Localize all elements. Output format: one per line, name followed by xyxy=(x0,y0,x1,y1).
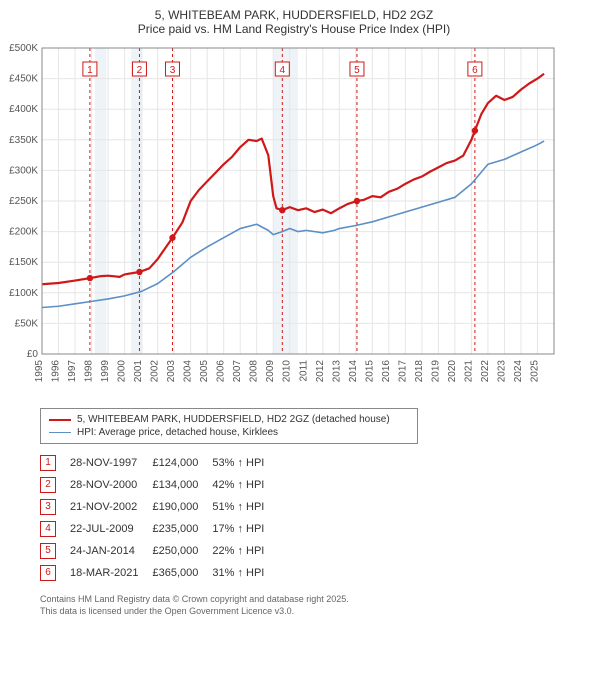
svg-text:2007: 2007 xyxy=(232,360,243,383)
sale-delta: 51% ↑ HPI xyxy=(212,496,278,518)
sale-marker: 2 xyxy=(40,474,70,496)
svg-text:2012: 2012 xyxy=(315,360,326,383)
sale-date: 28-NOV-2000 xyxy=(70,474,152,496)
sale-delta: 31% ↑ HPI xyxy=(212,562,278,584)
legend-item: HPI: Average price, detached house, Kirk… xyxy=(49,426,409,439)
sale-delta: 22% ↑ HPI xyxy=(212,540,278,562)
svg-text:£250K: £250K xyxy=(9,196,38,207)
sale-delta: 17% ↑ HPI xyxy=(212,518,278,540)
svg-text:2009: 2009 xyxy=(265,360,276,383)
sale-date: 22-JUL-2009 xyxy=(70,518,152,540)
svg-text:2014: 2014 xyxy=(348,360,359,383)
svg-text:£100K: £100K xyxy=(9,288,38,299)
sale-price: £235,000 xyxy=(152,518,212,540)
legend-label: HPI: Average price, detached house, Kirk… xyxy=(77,427,278,438)
legend-item: 5, WHITEBEAM PARK, HUDDERSFIELD, HD2 2GZ… xyxy=(49,413,409,426)
title-line2: Price paid vs. HM Land Registry's House … xyxy=(0,22,588,36)
table-row: 422-JUL-2009£235,00017% ↑ HPI xyxy=(40,518,278,540)
svg-text:6: 6 xyxy=(472,65,478,76)
svg-text:2004: 2004 xyxy=(183,360,194,383)
svg-text:2003: 2003 xyxy=(166,360,177,383)
svg-text:2013: 2013 xyxy=(331,360,342,383)
svg-text:1999: 1999 xyxy=(100,360,111,383)
svg-text:2019: 2019 xyxy=(430,360,441,383)
svg-text:2016: 2016 xyxy=(381,360,392,383)
svg-text:£350K: £350K xyxy=(9,135,38,146)
svg-text:5: 5 xyxy=(354,65,360,76)
svg-text:£500K: £500K xyxy=(9,43,38,54)
legend: 5, WHITEBEAM PARK, HUDDERSFIELD, HD2 2GZ… xyxy=(40,408,418,444)
svg-text:2021: 2021 xyxy=(463,360,474,383)
title-line1: 5, WHITEBEAM PARK, HUDDERSFIELD, HD2 2GZ xyxy=(0,8,588,22)
chart-title: 5, WHITEBEAM PARK, HUDDERSFIELD, HD2 2GZ… xyxy=(0,8,588,36)
svg-text:1996: 1996 xyxy=(51,360,62,383)
sale-marker: 1 xyxy=(40,452,70,474)
svg-text:2024: 2024 xyxy=(513,360,524,383)
svg-text:2015: 2015 xyxy=(364,360,375,383)
svg-text:2022: 2022 xyxy=(480,360,491,383)
footer-line1: Contains HM Land Registry data © Crown c… xyxy=(40,594,588,606)
table-row: 128-NOV-1997£124,00053% ↑ HPI xyxy=(40,452,278,474)
svg-text:2010: 2010 xyxy=(282,360,293,383)
footer: Contains HM Land Registry data © Crown c… xyxy=(40,594,588,617)
sale-date: 18-MAR-2021 xyxy=(70,562,152,584)
table-row: 524-JAN-2014£250,00022% ↑ HPI xyxy=(40,540,278,562)
sale-price: £190,000 xyxy=(152,496,212,518)
svg-text:2001: 2001 xyxy=(133,360,144,383)
svg-text:£150K: £150K xyxy=(9,257,38,268)
sale-date: 21-NOV-2002 xyxy=(70,496,152,518)
svg-text:2020: 2020 xyxy=(447,360,458,383)
sale-marker: 5 xyxy=(40,540,70,562)
legend-swatch xyxy=(49,432,71,433)
svg-text:£400K: £400K xyxy=(9,104,38,115)
svg-text:£200K: £200K xyxy=(9,227,38,238)
svg-text:1997: 1997 xyxy=(67,360,78,383)
svg-text:£0: £0 xyxy=(27,349,39,360)
table-row: 618-MAR-2021£365,00031% ↑ HPI xyxy=(40,562,278,584)
svg-text:4: 4 xyxy=(280,65,286,76)
svg-text:£450K: £450K xyxy=(9,74,38,85)
svg-text:2: 2 xyxy=(137,65,143,76)
sale-date: 28-NOV-1997 xyxy=(70,452,152,474)
sale-delta: 42% ↑ HPI xyxy=(212,474,278,496)
svg-text:£50K: £50K xyxy=(15,318,39,329)
svg-text:2011: 2011 xyxy=(298,360,309,382)
legend-swatch xyxy=(49,419,71,421)
sale-price: £250,000 xyxy=(152,540,212,562)
svg-text:2006: 2006 xyxy=(216,360,227,383)
price-chart: £0 £50K £100K £150K £200K £250K £300K £350K £400… xyxy=(0,42,560,402)
svg-text:2002: 2002 xyxy=(150,360,161,383)
svg-text:2005: 2005 xyxy=(199,360,210,383)
footer-line2: This data is licensed under the Open Gov… xyxy=(40,606,588,618)
sale-price: £124,000 xyxy=(152,452,212,474)
table-row: 321-NOV-2002£190,00051% ↑ HPI xyxy=(40,496,278,518)
sales-table: 128-NOV-1997£124,00053% ↑ HPI228-NOV-200… xyxy=(40,452,278,584)
sale-marker: 4 xyxy=(40,518,70,540)
svg-text:2018: 2018 xyxy=(414,360,425,383)
sale-delta: 53% ↑ HPI xyxy=(212,452,278,474)
svg-text:1: 1 xyxy=(87,65,93,76)
sale-date: 24-JAN-2014 xyxy=(70,540,152,562)
svg-text:£300K: £300K xyxy=(9,165,38,176)
sale-price: £365,000 xyxy=(152,562,212,584)
svg-text:1998: 1998 xyxy=(84,360,95,383)
svg-text:2025: 2025 xyxy=(529,360,540,383)
svg-text:2017: 2017 xyxy=(397,360,408,383)
table-row: 228-NOV-2000£134,00042% ↑ HPI xyxy=(40,474,278,496)
svg-text:1995: 1995 xyxy=(34,360,45,383)
svg-text:2023: 2023 xyxy=(496,360,507,383)
legend-label: 5, WHITEBEAM PARK, HUDDERSFIELD, HD2 2GZ… xyxy=(77,414,390,425)
sale-price: £134,000 xyxy=(152,474,212,496)
sale-marker: 3 xyxy=(40,496,70,518)
svg-text:2008: 2008 xyxy=(249,360,260,383)
svg-text:2000: 2000 xyxy=(117,360,128,383)
sale-marker: 6 xyxy=(40,562,70,584)
svg-text:3: 3 xyxy=(170,65,176,76)
